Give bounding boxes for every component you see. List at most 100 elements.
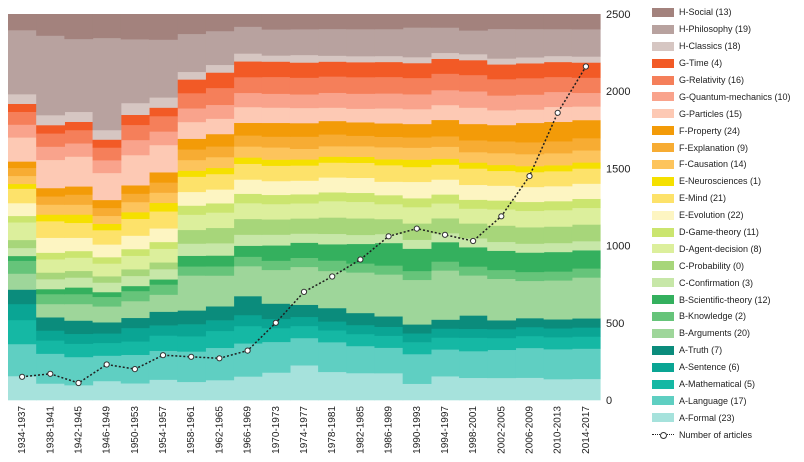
band-segment — [64, 38, 94, 113]
band-segment — [261, 55, 291, 62]
band-segment — [205, 320, 235, 332]
band-segment — [459, 275, 488, 316]
band-segment — [402, 248, 432, 272]
legend-item: A-Language (17) — [652, 392, 802, 409]
band-segment — [487, 185, 517, 201]
band-segment — [571, 207, 601, 225]
band-segment — [8, 175, 37, 185]
band-segment — [346, 192, 376, 203]
band-segment — [233, 26, 263, 54]
band-segment — [318, 156, 347, 163]
band-segment — [346, 234, 376, 245]
band-segment — [487, 377, 517, 401]
band-segment — [92, 160, 122, 174]
band-segment — [318, 134, 347, 147]
band-segment — [515, 78, 545, 95]
band-segment — [205, 212, 235, 229]
band-segment — [120, 255, 150, 270]
band-segment — [487, 250, 517, 271]
band-segment — [571, 198, 601, 209]
band-segment — [261, 269, 291, 304]
band-segment — [374, 28, 404, 57]
band-segment — [346, 218, 376, 236]
band-segment — [289, 233, 319, 243]
legend-label: A-Sentence (6) — [679, 362, 740, 373]
band-segment — [205, 30, 235, 66]
band-segment — [487, 124, 517, 142]
band-segment — [571, 183, 601, 199]
articles-point — [272, 319, 279, 326]
band-segment — [515, 94, 545, 110]
articles-point — [582, 63, 590, 70]
band-segment — [515, 210, 545, 228]
band-segment — [289, 165, 319, 181]
band-segment — [374, 204, 404, 220]
band-segment — [148, 335, 178, 351]
legend-item: A-Truth (7) — [652, 342, 802, 359]
band-segment — [346, 156, 376, 163]
band-segment — [430, 179, 460, 195]
band-segment — [148, 131, 178, 146]
band-segment — [289, 136, 319, 150]
band-segment — [289, 122, 319, 137]
band-segment — [148, 325, 178, 336]
band-segment — [487, 14, 517, 30]
band-segment — [36, 340, 65, 354]
band-segment — [430, 242, 460, 262]
band-segment — [36, 383, 65, 401]
band-segment — [430, 27, 460, 54]
legend-item: H-Social (13) — [652, 4, 802, 21]
band-segment — [318, 55, 347, 62]
band-segment — [205, 227, 235, 244]
legend-swatch — [652, 345, 674, 355]
band-segment — [515, 63, 545, 79]
band-segment — [289, 337, 319, 366]
band-segment — [289, 194, 319, 204]
legend-item: G-Particles (15) — [652, 105, 802, 122]
legend-item: E-Evolution (22) — [652, 207, 802, 224]
y-axis: 0 500 1000 1500 2000 2500 — [606, 9, 630, 407]
band-segment — [374, 108, 404, 124]
band-segment — [92, 333, 122, 344]
band-segment — [346, 77, 376, 94]
band-segment — [289, 242, 319, 259]
legend-item: C-Probability (0) — [652, 257, 802, 274]
band-segment — [543, 209, 573, 227]
band-segment — [120, 248, 150, 256]
band-segment — [459, 328, 488, 338]
band-segment — [543, 379, 573, 401]
band-segment — [430, 376, 460, 401]
band-segment — [571, 14, 601, 30]
band-segment — [36, 279, 65, 290]
band-segment — [120, 285, 150, 292]
band-segment — [318, 260, 347, 272]
band-segment — [177, 381, 206, 401]
band-segment — [289, 266, 319, 305]
band-segment — [459, 30, 488, 55]
band-segment — [205, 330, 235, 349]
band-a-language-17 — [8, 337, 601, 386]
articles-point — [159, 352, 167, 359]
band-segment — [515, 154, 545, 167]
articles-line-path — [22, 66, 587, 384]
band-segment — [261, 303, 291, 320]
band-segment — [36, 196, 65, 205]
band-segment — [64, 287, 94, 295]
band-segment — [261, 159, 291, 166]
legend-swatch — [652, 379, 674, 389]
band-segment — [120, 275, 150, 287]
legend-swatch — [652, 278, 674, 288]
band-segment — [318, 307, 347, 322]
band-segment — [92, 380, 122, 401]
band-segment — [374, 181, 404, 196]
legend-swatch — [652, 7, 674, 17]
band-segment — [177, 255, 206, 267]
x-tick-label: 1998-2001 — [468, 406, 479, 454]
band-segment — [92, 306, 122, 323]
legend-item: E-Neurosciences (1) — [652, 173, 802, 190]
band-segment — [120, 114, 150, 126]
band-segment — [346, 146, 376, 157]
band-segment — [515, 142, 545, 155]
band-segment — [318, 107, 347, 122]
x-tick-label: 1986-1989 — [384, 406, 395, 454]
